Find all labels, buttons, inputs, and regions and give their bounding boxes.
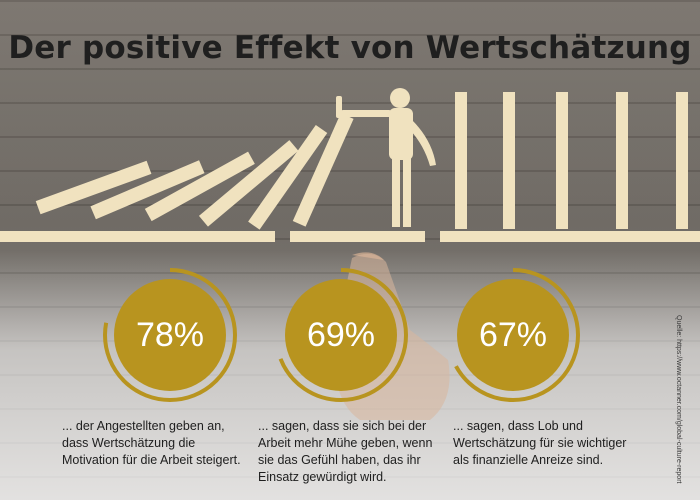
stat-description: ... sagen, dass sie sich bei der Arbeit …: [258, 419, 433, 484]
domino-standing-4: [616, 92, 628, 229]
person-silhouette: [336, 88, 436, 227]
stat-ring: [274, 268, 408, 402]
domino-illustration: [0, 88, 700, 260]
domino-standing-5: [676, 92, 688, 229]
stat-ring: [446, 268, 580, 402]
shelf-left: [0, 231, 275, 242]
stat-ring: [103, 268, 237, 402]
domino-standing-2: [503, 92, 515, 229]
stat-percent: 67%: [478, 315, 548, 354]
domino-fallen-3: [144, 151, 255, 222]
domino-standing-1: [455, 92, 467, 229]
stat-description: ... sagen, dass Lob und Wertschätzung fü…: [453, 419, 627, 467]
domino-fallen-2: [90, 160, 205, 220]
falling-dominoes: [35, 113, 354, 230]
shelf-middle: [290, 231, 425, 242]
domino-fallen-6: [292, 113, 354, 227]
stat-description: ... der Angestellten geben an, dass Wert…: [62, 419, 241, 467]
standing-dominoes: [455, 92, 688, 229]
stat-percent: 69%: [306, 315, 376, 354]
stat-1: 78%: [100, 265, 240, 405]
shelf-right: [440, 231, 700, 242]
domino-standing-3: [556, 92, 568, 229]
source-note: Quelle: https://www.octanner.com/global-…: [675, 315, 682, 484]
page-title: Der positive Effekt von Wertschätzung: [8, 30, 692, 66]
domino-fallen-5: [248, 124, 328, 230]
stat-3: 67%: [443, 265, 583, 405]
domino-fallen-1: [35, 160, 152, 215]
stat-percent: 78%: [135, 315, 205, 354]
stat-2: 69%: [271, 265, 411, 405]
domino-fallen-4: [198, 140, 299, 227]
